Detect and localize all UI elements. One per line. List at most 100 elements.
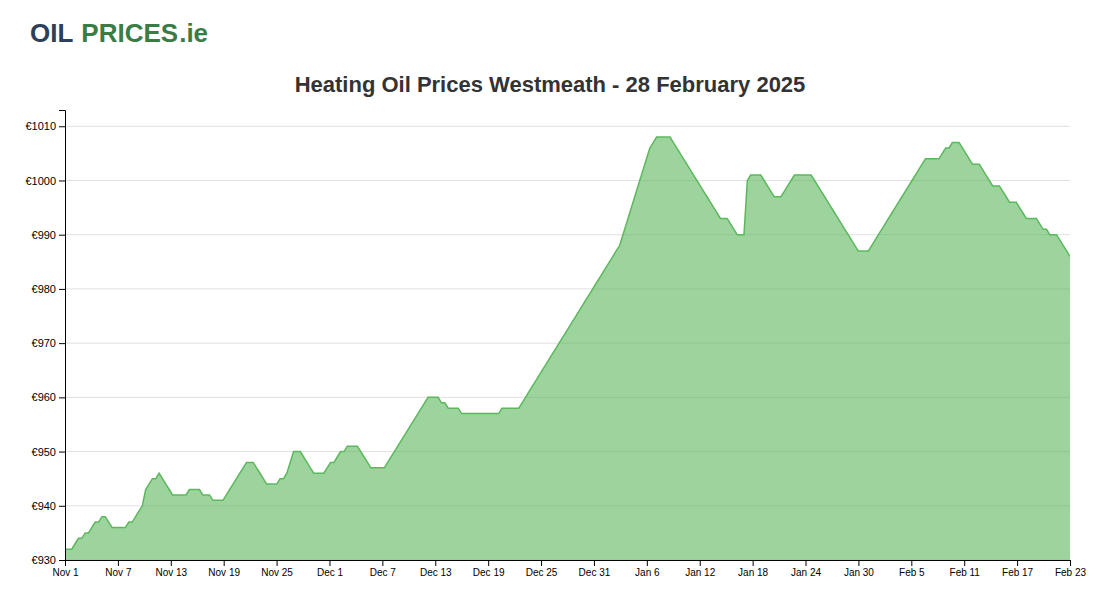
tick: Nov 13 <box>155 560 187 578</box>
tick-label: Feb 23 <box>1055 567 1087 578</box>
tick: Jan 30 <box>844 560 874 578</box>
tick-label: Dec 13 <box>420 567 452 578</box>
tick-mark <box>753 560 754 566</box>
tick-mark <box>594 560 595 566</box>
tick: Dec 1 <box>317 560 344 578</box>
tick: Dec 31 <box>579 560 611 578</box>
tick-mark <box>171 560 172 566</box>
axis-line <box>59 111 66 561</box>
line <box>65 137 1070 549</box>
tick-label: Jan 18 <box>738 567 768 578</box>
tick-label: €1000 <box>25 175 56 187</box>
tick: Nov 1 <box>52 560 79 578</box>
title: Heating Oil Prices Westmeath - 28 Februa… <box>295 72 806 97</box>
tick-label: Nov 1 <box>52 567 79 578</box>
tick-label: Feb 11 <box>950 567 981 578</box>
tick: €980 <box>32 283 65 295</box>
tick: Dec 13 <box>420 560 452 578</box>
x-axis: Nov 1 Nov 7 Nov 13 Nov 19 Nov 25 Dec 1 Dec 7 De… <box>52 560 1086 578</box>
logo-text: PRICES <box>81 18 178 48</box>
tick-label: Feb 5 <box>899 567 925 578</box>
tick-label: €970 <box>32 337 56 349</box>
tick-label: Dec 19 <box>473 567 505 578</box>
tick-mark <box>59 560 65 561</box>
tick: €1010 <box>25 120 65 132</box>
tick-mark <box>382 560 383 566</box>
tick: Jan 24 <box>791 560 821 578</box>
tick: Dec 25 <box>526 560 558 578</box>
tick: Feb 11 <box>950 560 981 578</box>
tick-label: Dec 7 <box>370 567 397 578</box>
tick: Feb 23 <box>1055 560 1087 578</box>
tick-label: Jan 12 <box>685 567 715 578</box>
tick-mark <box>59 343 65 344</box>
tick: Feb 17 <box>1002 560 1034 578</box>
chart: OIL PRICES.ie Heating Oil Prices Westmeath… <box>0 0 1100 600</box>
tick-label: Feb 17 <box>1002 567 1034 578</box>
tick-label: Nov 25 <box>261 567 293 578</box>
tick: €950 <box>32 446 65 458</box>
tick-label: Dec 1 <box>317 567 344 578</box>
tick-label: €990 <box>32 229 56 241</box>
tick-mark <box>647 560 648 566</box>
tick: Jan 18 <box>738 560 768 578</box>
tick-mark <box>964 560 965 566</box>
tick-mark <box>1017 560 1018 566</box>
tick-label: Dec 25 <box>526 567 558 578</box>
tick-mark <box>59 180 65 181</box>
tick-label: Jan 30 <box>844 567 874 578</box>
tick: Feb 5 <box>899 560 925 578</box>
tick-mark <box>59 289 65 290</box>
tick-label: €950 <box>32 446 56 458</box>
tick-mark <box>59 235 65 236</box>
tick-mark <box>1070 560 1071 566</box>
area <box>65 137 1070 560</box>
tick: €940 <box>32 500 65 512</box>
tick: €970 <box>32 337 65 349</box>
tick: €990 <box>32 229 65 241</box>
grid <box>65 126 1070 560</box>
axis-line <box>66 561 1071 567</box>
tick-mark <box>277 560 278 566</box>
tick: €1000 <box>25 175 65 187</box>
tick-label: €940 <box>32 500 56 512</box>
tick-mark <box>329 560 330 566</box>
tick-mark <box>59 397 65 398</box>
tick-label: €980 <box>32 283 56 295</box>
tick-mark <box>911 560 912 566</box>
tick-mark <box>541 560 542 566</box>
tick-mark <box>858 560 859 566</box>
tick-mark <box>806 560 807 566</box>
plot: Nov 1 Nov 7 Nov 13 Nov 19 Nov 25 Dec 1 Dec 7 De… <box>25 111 1086 579</box>
tick-label: Dec 31 <box>579 567 611 578</box>
tick: €930 <box>32 554 65 566</box>
tick-label: Jan 6 <box>635 567 660 578</box>
tick-label: €1010 <box>25 120 56 132</box>
tick: Jan 12 <box>685 560 715 578</box>
y-axis: €930 €940 €950 €960 €970 €980 €990 €1000 €1010 <box>25 111 65 567</box>
tick-label: Nov 19 <box>208 567 240 578</box>
tick-mark <box>435 560 436 566</box>
tick-mark <box>700 560 701 566</box>
tick-label: €960 <box>32 391 56 403</box>
tick: Jan 6 <box>635 560 660 578</box>
tick-label: €930 <box>32 554 56 566</box>
tick: Nov 25 <box>261 560 293 578</box>
tick-label: Jan 24 <box>791 567 821 578</box>
tick-label: Nov 7 <box>105 567 132 578</box>
grid-line <box>65 126 1070 127</box>
tick-mark <box>118 560 119 566</box>
tick: Nov 19 <box>208 560 240 578</box>
tick: €960 <box>32 391 65 403</box>
logo-text: OIL <box>30 18 73 48</box>
tick-mark <box>224 560 225 566</box>
tick-mark <box>59 506 65 507</box>
tick-label: Nov 13 <box>155 567 187 578</box>
tick: Dec 19 <box>473 560 505 578</box>
tick-mark <box>488 560 489 566</box>
tick: Dec 7 <box>370 560 397 578</box>
marks <box>65 137 1070 560</box>
tick-mark <box>59 126 65 127</box>
logo-text: .ie <box>179 18 208 48</box>
tick-mark <box>59 452 65 453</box>
